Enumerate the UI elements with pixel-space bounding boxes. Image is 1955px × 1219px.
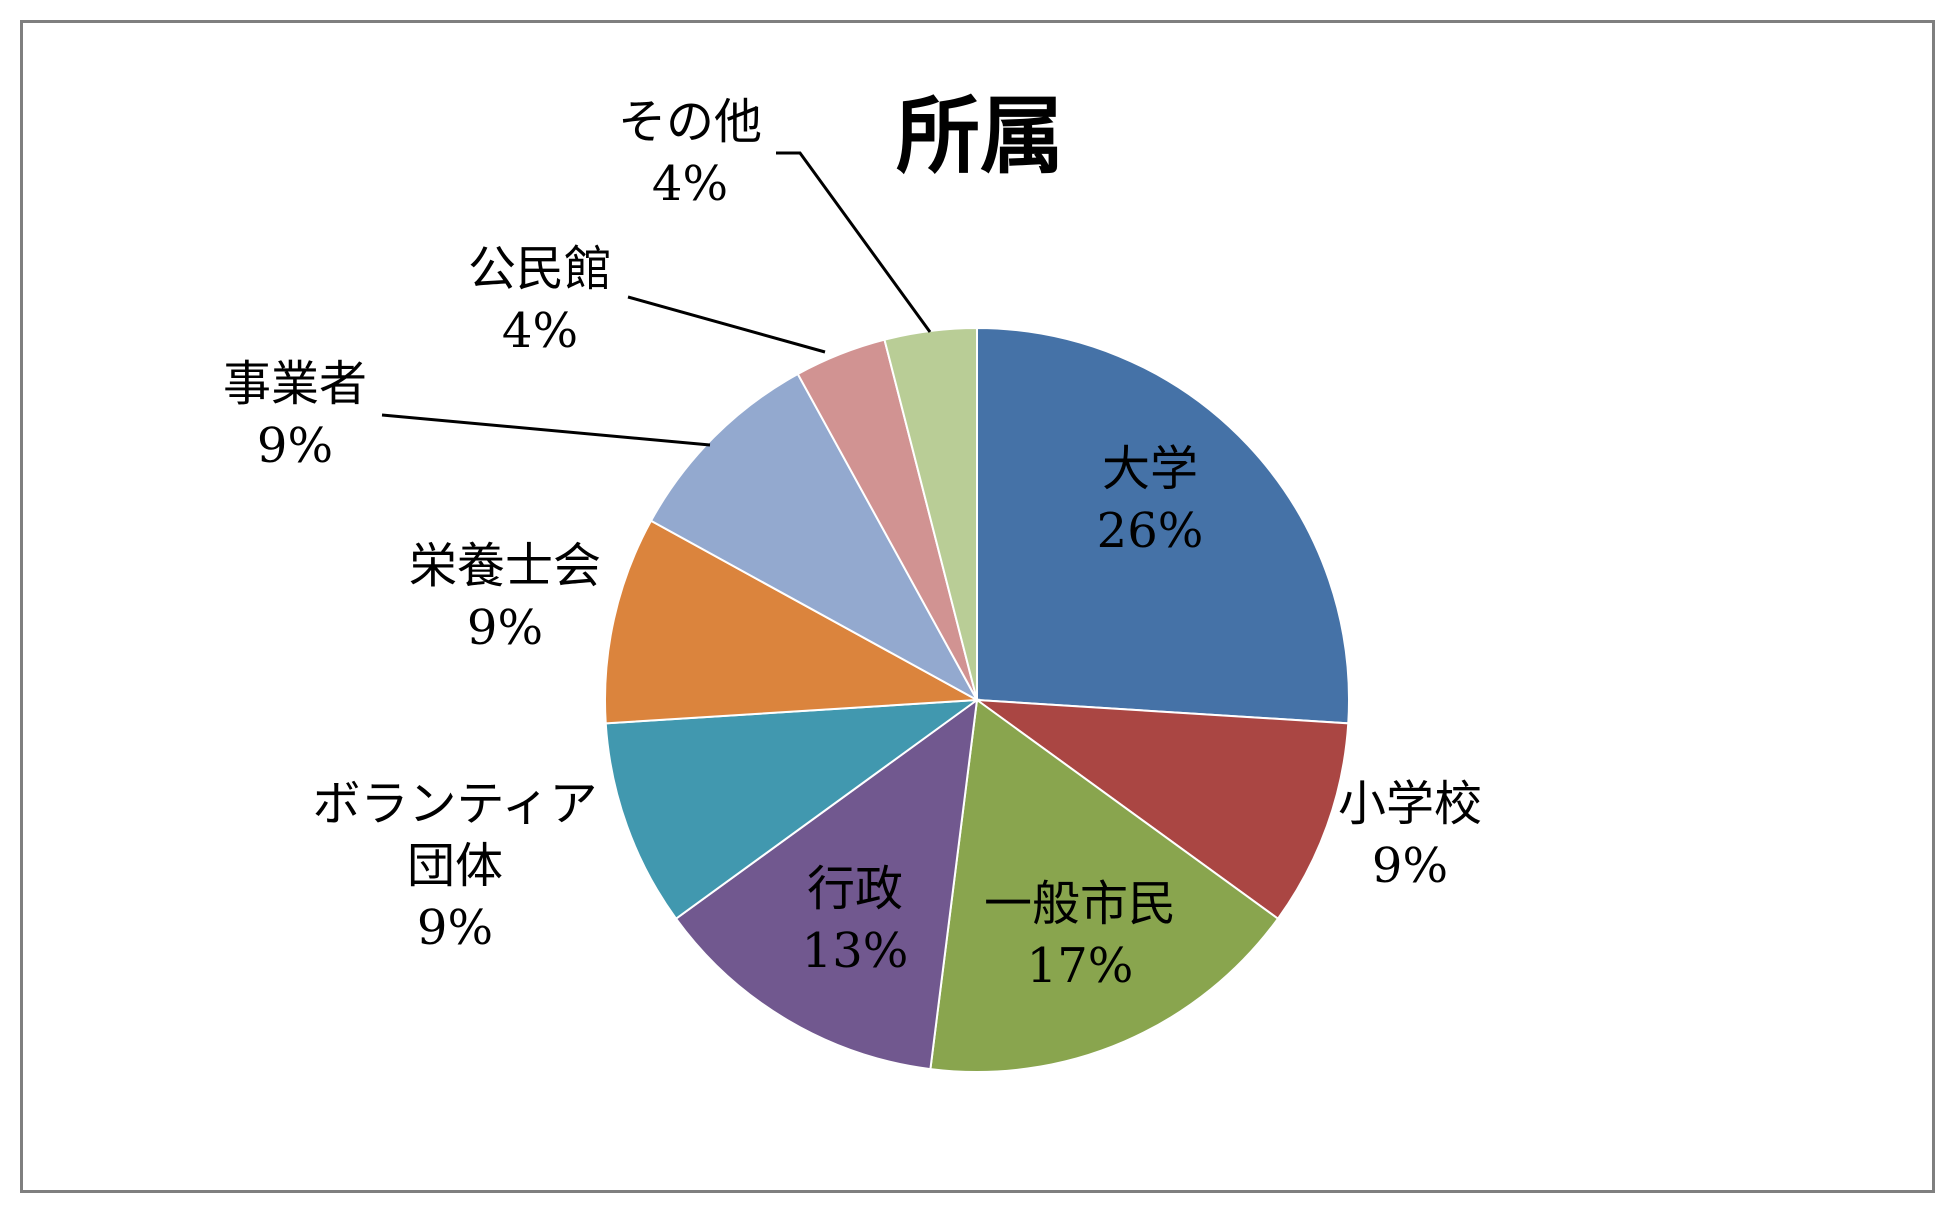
pie-slice-6 [604, 519, 981, 725]
data-label-4: 行政 13% [802, 861, 909, 979]
data-label-7: 事業者 9% [223, 356, 367, 474]
data-label-3: 一般市民 17% [984, 876, 1176, 994]
pie-slice-2 [973, 698, 1350, 921]
data-labels: 大学 26% 小学校 9% 一般市民 17% 行政 13% ボランティア団体 9% 栄養士会 9% 事業… [223, 94, 1482, 994]
chart-title: 所属 [896, 86, 1064, 185]
pie-slice-7 [649, 372, 980, 703]
pie-slice-4 [674, 697, 979, 1071]
leader-lines [381, 151, 932, 447]
data-label-2: 小学校 9% [1338, 776, 1482, 894]
pie-slices [604, 326, 1350, 1074]
pie-slice-1 [976, 326, 1350, 725]
pie-slice-5 [604, 698, 981, 921]
data-label-9: その他 4% [618, 94, 762, 212]
leader-line-9 [776, 151, 932, 333]
data-label-8: 公民館 4% [468, 241, 612, 359]
data-label-5: ボランティア団体 9% [312, 776, 597, 956]
pie-slice-3 [929, 698, 1280, 1074]
data-label-1: 大学 26% [1097, 441, 1204, 559]
data-label-6: 栄養士会 9% [409, 538, 601, 656]
leader-line-7 [381, 413, 711, 447]
leader-line-8 [627, 295, 826, 354]
